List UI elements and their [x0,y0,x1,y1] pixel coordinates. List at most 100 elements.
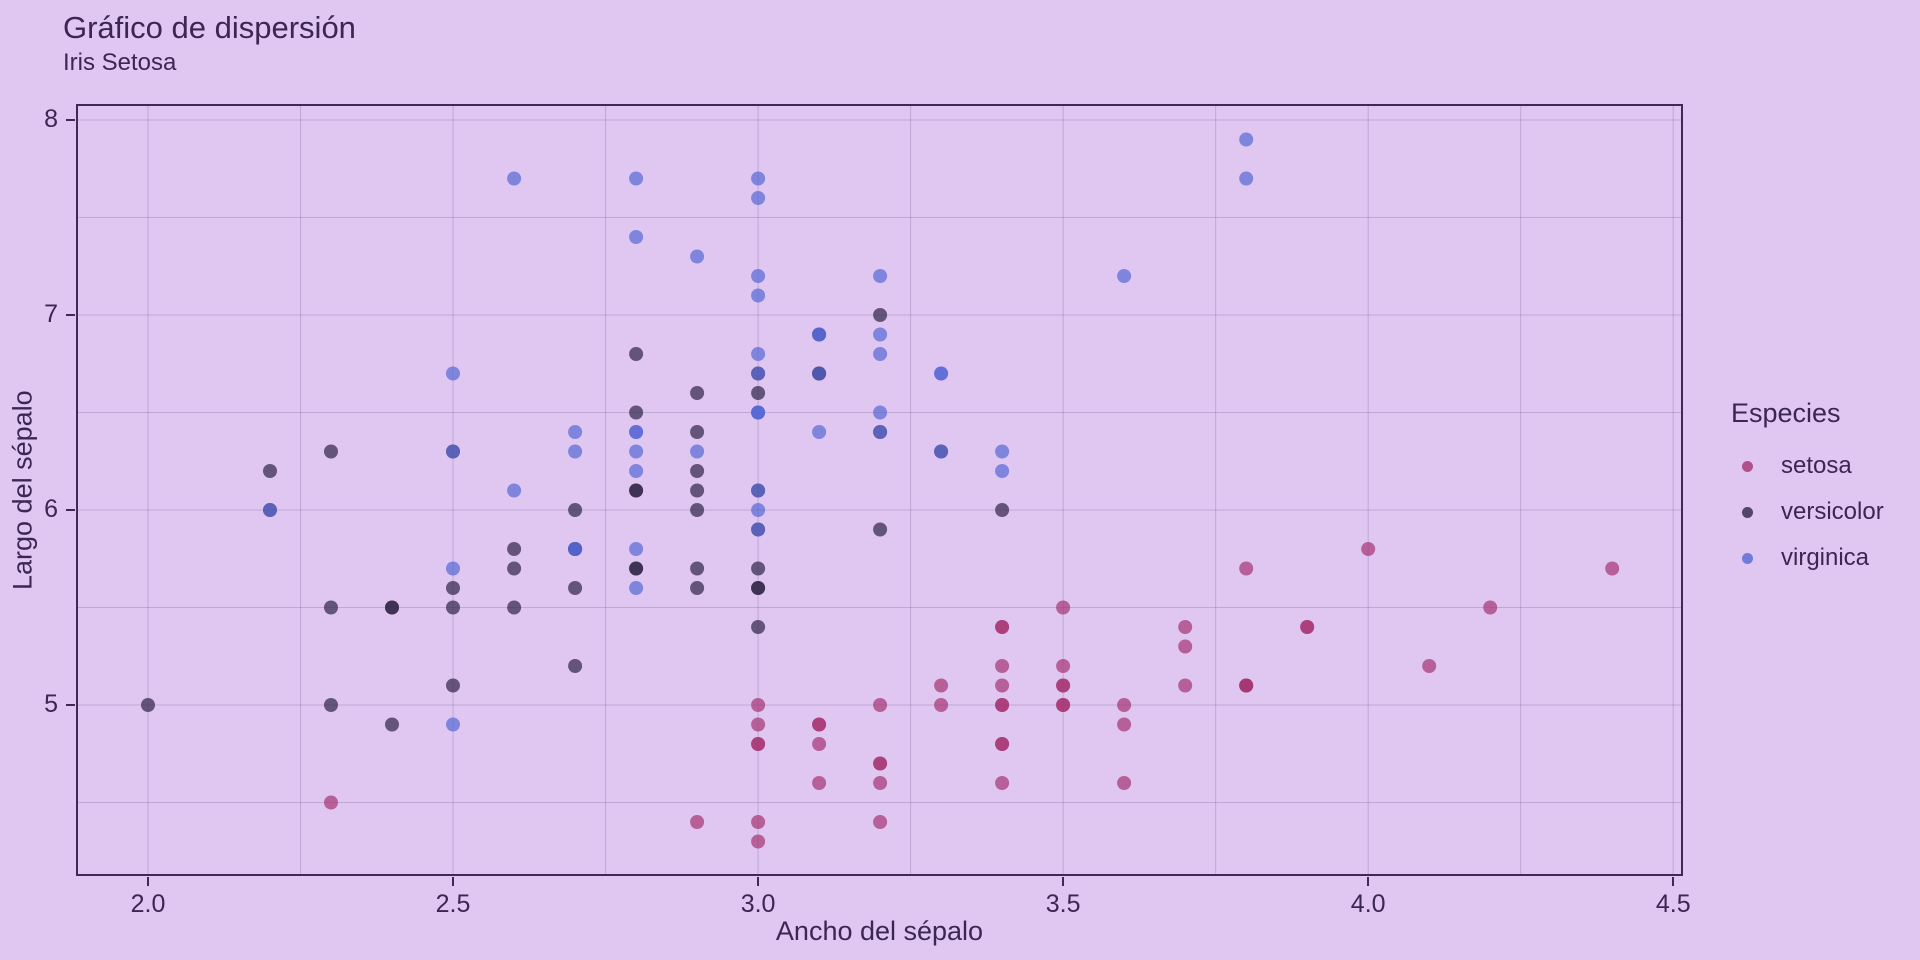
data-point-versicolor[interactable] [873,522,888,537]
data-point-virginica[interactable] [812,425,827,439]
data-point-virginica[interactable] [812,366,827,381]
data-point-setosa[interactable] [1605,561,1620,576]
data-point-virginica[interactable] [690,249,705,264]
data-point-versicolor[interactable] [995,503,1010,517]
data-point-setosa[interactable] [995,620,1010,634]
data-point-versicolor[interactable] [751,386,766,400]
data-point-virginica[interactable] [995,444,1010,459]
data-point-virginica[interactable] [751,171,766,186]
data-point-virginica[interactable] [507,171,522,186]
data-point-versicolor[interactable] [629,483,644,498]
data-point-setosa[interactable] [1056,698,1071,712]
data-point-virginica[interactable] [751,366,766,381]
data-point-setosa[interactable] [995,737,1010,751]
data-point-virginica[interactable] [568,542,583,556]
data-point-virginica[interactable] [690,444,705,459]
data-point-setosa[interactable] [873,776,888,790]
data-point-versicolor[interactable] [690,386,705,400]
legend-item-setosa[interactable]: setosa [1708,443,1920,489]
data-point-virginica[interactable] [446,561,460,576]
data-point-setosa[interactable] [1239,678,1254,693]
data-point-versicolor[interactable] [141,698,155,712]
data-point-versicolor[interactable] [629,561,644,576]
data-point-setosa[interactable] [751,717,766,732]
data-point-versicolor[interactable] [873,308,888,322]
data-point-setosa[interactable] [995,776,1010,790]
data-point-versicolor[interactable] [690,503,705,517]
data-point-versicolor[interactable] [324,698,338,712]
data-point-setosa[interactable] [995,678,1010,693]
data-point-virginica[interactable] [446,444,460,459]
data-point-versicolor[interactable] [507,561,522,576]
data-point-setosa[interactable] [1239,561,1254,576]
data-point-virginica[interactable] [446,366,460,381]
data-point-virginica[interactable] [751,347,766,361]
data-point-versicolor[interactable] [690,581,705,595]
data-point-virginica[interactable] [629,425,644,439]
data-point-setosa[interactable] [873,756,888,771]
data-point-versicolor[interactable] [446,600,460,615]
legend-item-versicolor[interactable]: versicolor [1708,489,1920,535]
data-point-setosa[interactable] [1483,600,1498,615]
data-point-versicolor[interactable] [751,620,766,634]
data-point-versicolor[interactable] [629,347,644,361]
data-point-versicolor[interactable] [690,561,705,576]
data-point-setosa[interactable] [934,698,949,712]
data-point-virginica[interactable] [873,327,888,342]
data-point-setosa[interactable] [995,659,1010,673]
data-point-virginica[interactable] [995,464,1010,478]
data-point-versicolor[interactable] [751,581,766,595]
data-point-virginica[interactable] [751,405,766,420]
data-point-virginica[interactable] [629,230,644,244]
data-point-virginica[interactable] [873,425,888,439]
data-point-setosa[interactable] [1178,620,1193,634]
data-point-virginica[interactable] [873,405,888,420]
data-point-versicolor[interactable] [568,581,583,595]
data-point-setosa[interactable] [873,698,888,712]
data-point-virginica[interactable] [873,347,888,361]
data-point-virginica[interactable] [751,269,766,283]
data-point-setosa[interactable] [1117,776,1132,790]
data-point-virginica[interactable] [263,503,277,517]
data-point-setosa[interactable] [812,737,827,751]
data-point-virginica[interactable] [629,581,644,595]
data-point-virginica[interactable] [751,288,766,303]
data-point-virginica[interactable] [507,483,522,498]
data-point-virginica[interactable] [1117,269,1132,283]
data-point-versicolor[interactable] [568,503,583,517]
data-point-virginica[interactable] [934,444,949,459]
data-point-setosa[interactable] [812,717,827,732]
data-point-versicolor[interactable] [507,542,522,556]
data-point-setosa[interactable] [1178,678,1193,693]
data-point-setosa[interactable] [1056,678,1071,693]
data-point-setosa[interactable] [1300,620,1315,634]
data-point-setosa[interactable] [873,815,888,829]
data-point-virginica[interactable] [751,191,766,205]
data-point-virginica[interactable] [568,425,583,439]
data-point-virginica[interactable] [446,717,460,732]
data-point-setosa[interactable] [751,815,766,829]
data-point-versicolor[interactable] [629,405,644,420]
data-point-versicolor[interactable] [507,600,522,615]
data-point-setosa[interactable] [1056,600,1071,615]
data-point-versicolor[interactable] [568,659,583,673]
data-point-virginica[interactable] [934,366,949,381]
data-point-virginica[interactable] [629,542,644,556]
data-point-setosa[interactable] [690,815,705,829]
data-point-virginica[interactable] [751,503,766,517]
data-point-virginica[interactable] [812,327,827,342]
data-point-setosa[interactable] [995,698,1010,712]
data-point-setosa[interactable] [1361,542,1376,556]
scatter-canvas[interactable] [76,104,1683,876]
data-point-virginica[interactable] [873,269,888,283]
data-point-setosa[interactable] [751,737,766,751]
data-point-versicolor[interactable] [324,600,338,615]
data-point-versicolor[interactable] [690,464,705,478]
data-point-setosa[interactable] [1117,698,1132,712]
data-point-setosa[interactable] [1178,639,1193,654]
data-point-virginica[interactable] [1239,171,1254,186]
data-point-versicolor[interactable] [446,581,460,595]
plot-area[interactable] [76,104,1683,876]
data-point-virginica[interactable] [629,444,644,459]
data-point-versicolor[interactable] [690,425,705,439]
